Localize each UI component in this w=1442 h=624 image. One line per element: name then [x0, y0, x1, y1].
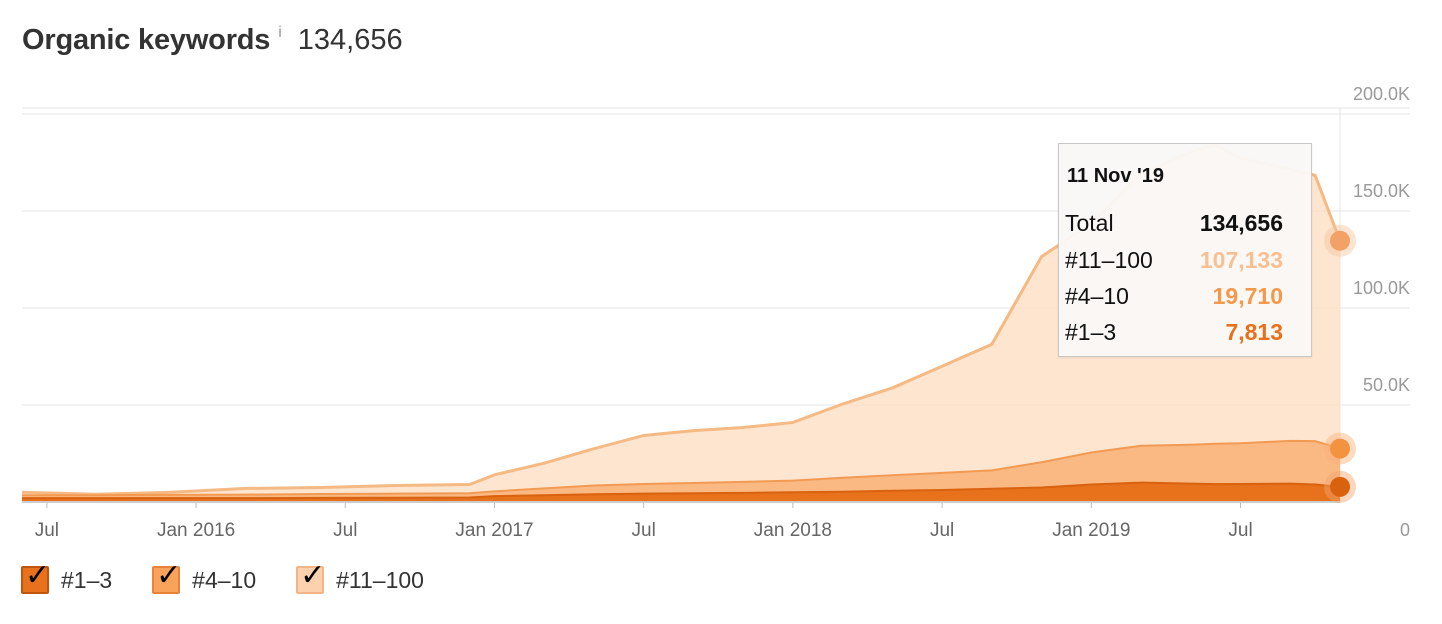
tooltip-row-11-100: #11–100 107,133	[1065, 247, 1283, 274]
y-tick-label: 50.0K	[1363, 375, 1410, 395]
y-tick-label: 100.0K	[1353, 278, 1410, 298]
tooltip-row-4-10: #4–10 19,710	[1065, 283, 1283, 310]
y-tick-label: 150.0K	[1353, 181, 1410, 201]
area-series-11-100	[22, 145, 1340, 496]
hover-marker	[1330, 230, 1350, 251]
tooltip-row-1-3: #1–3 7,813	[1065, 319, 1283, 346]
legend-item-11-100[interactable]: ✓ #11–100	[296, 561, 424, 594]
line-series-1-3	[22, 481, 1341, 500]
chart-title: Organic keywords	[22, 24, 271, 56]
chart-tooltip: 11 Nov '19 Total 134,656 #11–100 107,133…	[1058, 143, 1312, 357]
tooltip-row-total: Total 134,656	[1065, 210, 1283, 237]
x-tick-label: Jul	[35, 520, 59, 541]
y-tick-label: 0	[1400, 520, 1410, 540]
tooltip-label: #4–10	[1065, 283, 1129, 309]
legend-label: #4–10	[192, 566, 257, 593]
info-icon[interactable]: i	[278, 24, 282, 41]
x-tick-label: Jan 2018	[754, 520, 832, 541]
legend-label: #11–100	[336, 566, 424, 593]
tooltip-date: 11 Nov '19	[1067, 165, 1165, 187]
legend-item-4-10[interactable]: ✓ #4–10	[152, 561, 257, 594]
tooltip-value: 134,656	[1199, 210, 1283, 236]
x-tick-label: Jan 2019	[1052, 520, 1130, 541]
legend-label: #1–3	[61, 566, 113, 593]
x-tick-label: Jan 2017	[455, 520, 533, 541]
tooltip-label: #11–100	[1065, 247, 1153, 273]
tooltip-value: 107,133	[1199, 247, 1283, 273]
tooltip-label: Total	[1065, 210, 1114, 236]
x-tick-label: Jul	[930, 520, 954, 541]
legend-checkbox[interactable]: ✓	[21, 561, 50, 594]
checkmark-icon: ✓	[300, 559, 326, 592]
legend-item-1-3[interactable]: ✓ #1–3	[21, 561, 113, 594]
tooltip-value: 19,710	[1212, 283, 1283, 309]
x-tick-label: Jul	[1228, 520, 1252, 541]
total-keywords-value: 134,656	[297, 24, 403, 56]
x-tick-label: Jul	[632, 520, 656, 541]
checkmark-icon: ✓	[156, 559, 182, 592]
x-tick-label: Jan 2016	[157, 520, 235, 541]
x-tick-label: Jul	[333, 520, 357, 541]
tooltip-value: 7,813	[1225, 319, 1283, 345]
hover-marker	[1330, 476, 1350, 497]
chart-legend: ✓ #1–3 ✓ #4–10 ✓ #11–100	[21, 561, 464, 594]
tooltip-label: #1–3	[1065, 319, 1117, 345]
legend-checkbox[interactable]: ✓	[152, 561, 181, 594]
area-series-1-3	[22, 482, 1340, 502]
hover-marker	[1330, 438, 1350, 459]
line-series-4-10	[22, 439, 1341, 497]
chart-header: Organic keywords i 134,656	[22, 24, 403, 57]
legend-checkbox[interactable]: ✓	[296, 561, 325, 594]
area-series-4-10	[22, 440, 1340, 499]
checkmark-icon: ✓	[25, 559, 51, 592]
y-tick-label: 200.0K	[1353, 84, 1410, 104]
